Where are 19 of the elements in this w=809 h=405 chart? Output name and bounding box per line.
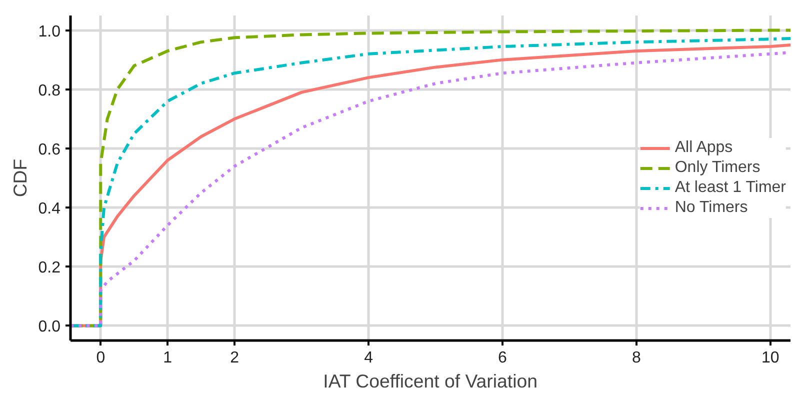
x-tick-label: 1: [163, 350, 172, 366]
y-tick-label: 1.0: [38, 23, 61, 40]
legend-label: No Timers: [674, 198, 748, 216]
y-tick-label: 0.2: [38, 260, 61, 277]
x-tick-label: 0: [96, 350, 106, 366]
legend-label: All Apps: [674, 138, 733, 156]
x-tick-label: 6: [498, 350, 508, 366]
x-tick-label: 4: [364, 350, 374, 366]
x-tick-label: 2: [230, 350, 240, 366]
x-tick-label: 10: [762, 350, 780, 366]
y-tick-label: 0.6: [38, 141, 61, 158]
y-tick-label: 0.4: [38, 200, 61, 218]
y-tick-label: 0.0: [38, 318, 61, 336]
legend-label: Only Timers: [674, 158, 760, 176]
x-tick-label: 8: [632, 350, 642, 366]
x-axis-title: IAT Coefficent of Variation: [323, 370, 538, 392]
y-axis-title: CDF: [9, 158, 30, 198]
legend-label: At least 1 Timer: [674, 178, 786, 196]
y-tick-label: 0.8: [38, 82, 61, 100]
